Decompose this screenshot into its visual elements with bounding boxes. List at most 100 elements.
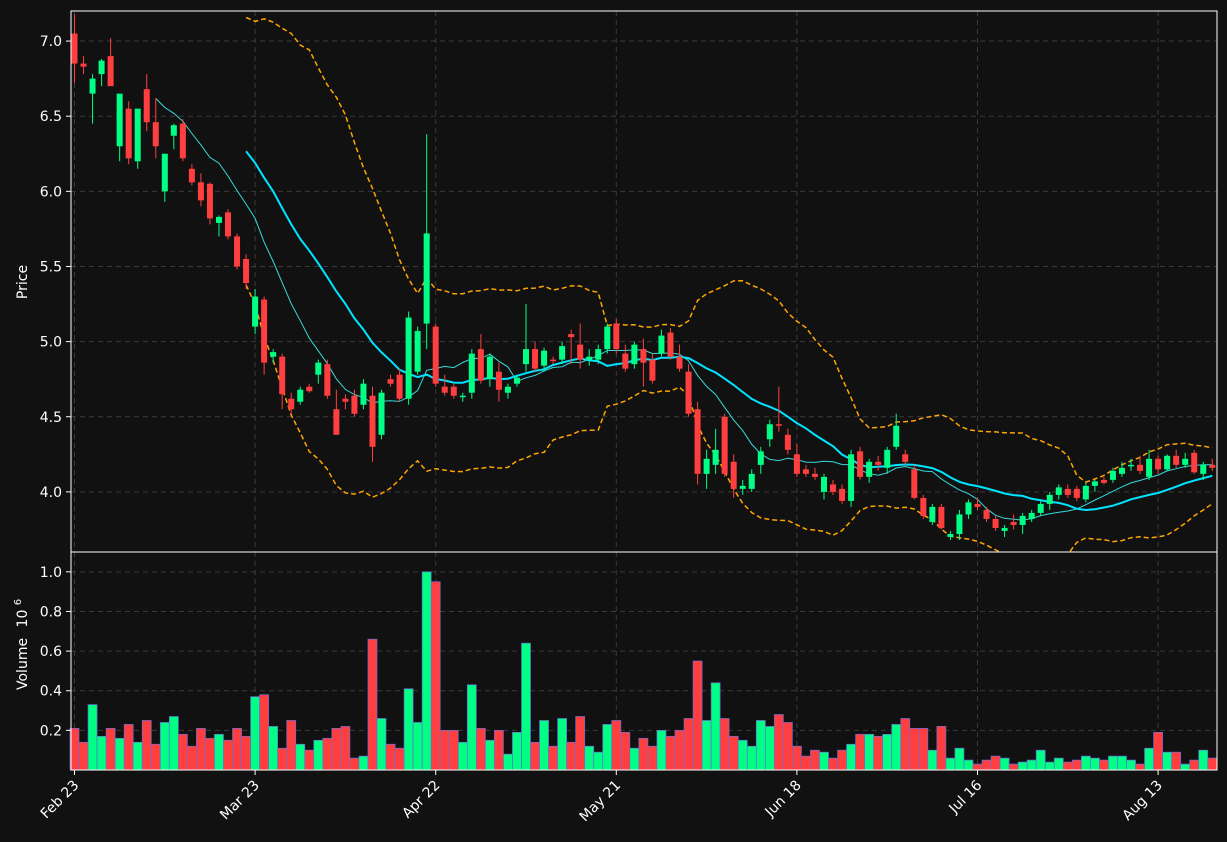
volume-bar-up [656,730,667,771]
volume-bar-up [602,724,613,771]
candle-body [766,424,773,440]
price-y-axis: 4.0 4.5 5.0 5.5 6.0 6.5 7.0 [40,34,71,501]
candle-down [830,479,837,495]
candle-body [1037,503,1044,513]
volume-bar-up [584,745,595,771]
volume-bar-up [755,720,766,771]
volume-bar-down [674,730,685,771]
candle-up [161,153,168,202]
candle-up [658,329,665,357]
candle-down [839,484,846,504]
candle-body [568,334,575,338]
candle-down [640,338,647,387]
candle-body [1064,488,1071,495]
candle-down [685,364,692,417]
candle-up [423,134,430,350]
candle-body [1173,455,1180,465]
candle-up [315,359,322,384]
candle-body [1137,464,1144,471]
volume-bar-down [810,749,820,771]
volume-bar-up [114,737,125,771]
volume-bar-down [439,730,450,771]
volume-bar-down [611,720,622,771]
candle-down [152,98,159,159]
candle-down [279,353,286,410]
volume-bar-down [475,728,486,771]
candle-down [802,464,809,477]
volume-bar-down [990,755,1001,771]
candle-down [1010,514,1017,530]
candle-body [261,299,268,363]
candle-down [225,209,232,240]
candle-body [152,122,159,147]
volume-bar-down [855,733,865,771]
candle-down [811,467,818,480]
candle-body [1001,527,1008,531]
volume-bar-down [828,757,838,771]
candle-up [414,326,421,375]
candle-body [369,395,376,447]
candle-down [1064,484,1071,498]
candle-up [360,379,367,410]
candle-body [107,56,114,87]
volume-bar-down [792,745,802,771]
price-y-tick-label: 6.0 [40,184,62,200]
volume-bar-up [268,726,279,771]
volume-bar-up [864,733,875,771]
volume-bar-down [638,737,649,771]
candle-down [532,341,539,372]
candle-body [1209,464,1216,468]
volume-bar-up [1144,747,1154,771]
volume-bar-down [909,728,920,771]
volume-bar-up [963,759,974,771]
volume-bar-down [1171,751,1182,771]
candle-body [396,374,403,399]
candle-up [89,74,96,124]
volume-axis-label-text: Volume [15,638,31,690]
volume-bar-up [1080,755,1091,771]
candle-down [775,386,782,432]
volume-bar-up [1053,757,1064,771]
volume-bar-down [918,728,929,771]
candle-body [577,344,584,360]
candle-up [98,59,105,87]
candle-up [866,458,873,483]
candle-body [1046,494,1053,504]
candle-body [378,392,385,435]
candle-body [802,469,809,474]
candle-body [938,506,945,528]
candle-down [71,14,78,84]
candle-up [766,419,773,447]
candle-body [712,449,719,465]
volume-bar-down [1099,759,1109,771]
candle-body [866,461,873,477]
volume-bar-down [837,749,847,771]
candle-body [297,389,304,402]
candle-down [938,503,945,530]
candle-body [811,473,818,477]
candle-body [649,359,656,381]
volume-bar-down [141,720,152,771]
volume-bar-down [1207,757,1218,771]
candle-body [504,386,511,393]
candle-down [902,449,909,465]
candle-body [432,326,439,384]
volume-y-axis: 0.2 0.4 0.6 0.8 1.0 [40,565,71,739]
volume-bar-up [485,739,495,771]
volume-bar-up [168,716,179,771]
candle-body [748,473,755,489]
candle-body [1028,512,1035,519]
volume-bar-down [1189,759,1200,771]
volume-bar-up [295,743,306,771]
candle-body [947,533,954,537]
candle-down [667,328,674,360]
volume-bar-up [521,642,531,771]
candle-down [243,254,250,290]
volume-bar-up [159,722,170,771]
candle-down [206,182,213,225]
volume-bar-down [647,745,658,771]
candle-up [1164,454,1171,471]
candle-body [830,484,837,492]
volume-bar-down [801,755,811,771]
